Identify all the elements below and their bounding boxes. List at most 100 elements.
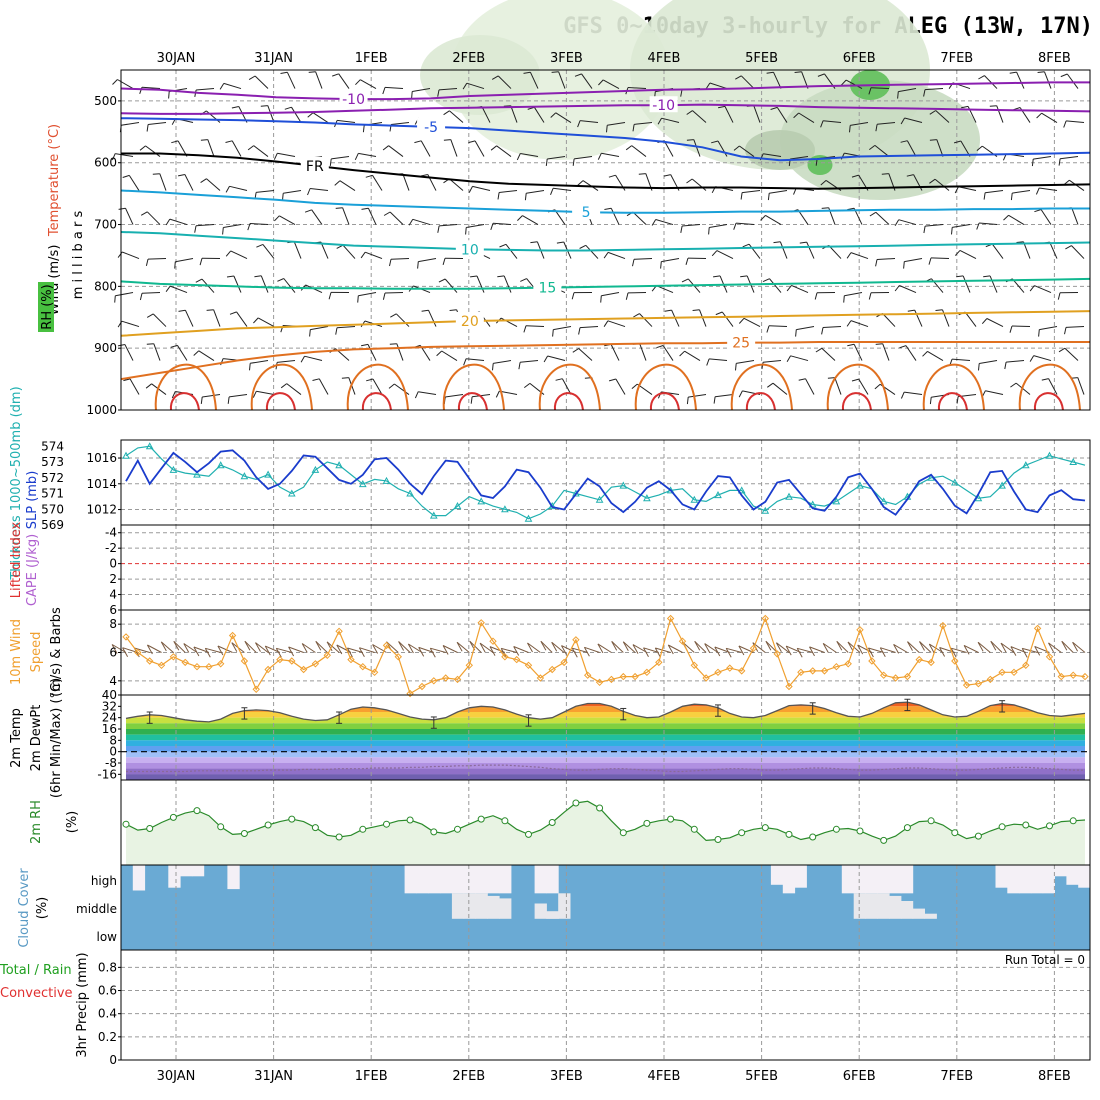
- wind10m-speed-point: [572, 636, 580, 644]
- wind-barb: [681, 278, 689, 283]
- temp2m-axis-label: 2m Temp: [9, 708, 24, 768]
- thickness-point: [216, 461, 225, 469]
- wind-barb: [740, 275, 748, 278]
- rh2m-point: [288, 815, 296, 823]
- high-cloud-clear: [1019, 865, 1032, 894]
- middle-cloud-cell: [475, 893, 488, 919]
- wind-barb: [633, 313, 640, 318]
- wind10m-barb-flag: [1034, 646, 1041, 656]
- wind-barb: [365, 174, 373, 178]
- rh2m-axis-label: 2m RH: [29, 800, 44, 844]
- wind-barb: [686, 397, 689, 405]
- wind-barb: [336, 326, 356, 329]
- wind-barb: [899, 285, 917, 294]
- rh2m-point: [690, 825, 698, 833]
- wind-barb: [382, 145, 389, 151]
- wind-barb: [388, 383, 395, 389]
- temperature-contour: [120, 310, 1091, 337]
- wind-barb: [1037, 71, 1045, 73]
- high-cloud-clear: [475, 865, 488, 894]
- wind-barb: [607, 251, 626, 260]
- wind-barb: [339, 180, 356, 191]
- wind10m-speed-point: [122, 633, 130, 641]
- wind10m-speed-point: [441, 674, 450, 682]
- cloud-axis-label: Cloud Cover: [17, 868, 32, 948]
- wind10m-speed-point: [536, 674, 545, 682]
- wind-barb: [1004, 362, 1007, 370]
- upper-air-rh-shading: [420, 0, 980, 200]
- y-tick-label: 0: [109, 1053, 117, 1067]
- wind-barb: [718, 105, 726, 109]
- rh2m-point: [856, 827, 864, 835]
- wind-barb: [550, 112, 557, 118]
- wind-barb: [503, 275, 512, 293]
- y-tick-label: 40: [102, 688, 117, 702]
- wind-barb: [850, 122, 869, 126]
- wind10m-barb: [597, 643, 612, 653]
- wind10m-barb-flag: [418, 647, 425, 657]
- middle-cloud-cell: [499, 898, 512, 919]
- high-cloud-clear: [853, 865, 866, 894]
- wind10m-speed-point: [1022, 661, 1030, 670]
- wind-barb: [256, 243, 264, 248]
- wind10m-barb-flag: [622, 641, 629, 651]
- wind10m-barb-flag: [561, 645, 567, 655]
- wind-barb: [705, 82, 711, 90]
- wind-barb: [558, 71, 566, 89]
- wind-barb: [956, 396, 959, 404]
- contour-label-bg: [572, 203, 601, 220]
- wind-barb: [227, 396, 230, 404]
- wind10m-barb-flag: [654, 647, 661, 658]
- wind10m-speed-point: [418, 682, 426, 691]
- wind-barb: [526, 190, 545, 194]
- date-label-top: 31JAN: [254, 51, 293, 66]
- wind10m-speed-point: [595, 678, 604, 687]
- wind-barb: [524, 193, 527, 201]
- wind10m-barb-flag: [255, 642, 261, 652]
- wind10m-speed-point: [737, 667, 746, 675]
- wind-barb: [175, 258, 194, 263]
- wind-barb: [146, 313, 154, 318]
- wind-barb: [898, 219, 917, 226]
- wind-barb: [547, 355, 566, 362]
- wind10m-barb: [694, 640, 707, 653]
- lifted-index-axis-label: Lifted Index: [9, 521, 24, 598]
- temperature-band: [126, 734, 1085, 741]
- thickness-point: [1069, 457, 1078, 465]
- wind10m-barb-flag: [193, 646, 200, 657]
- wind10m-speed-point: [773, 650, 781, 658]
- wind-barb: [437, 89, 440, 97]
- wind-barb: [979, 360, 998, 364]
- wind-barb: [767, 382, 774, 388]
- wind10m-barb: [173, 640, 186, 653]
- wind-barb: [365, 251, 383, 260]
- wind10m-speed-point: [844, 660, 852, 668]
- high-cloud-clear: [546, 865, 559, 894]
- contour-label-bg: [649, 96, 678, 113]
- wind-barb: [230, 250, 248, 259]
- wind-barb: [656, 285, 674, 294]
- wind10m-barb-flag: [442, 645, 449, 655]
- wind-barb: [223, 82, 242, 90]
- y-tick-label: 24: [102, 711, 117, 725]
- wind-barb: [951, 227, 953, 235]
- wind-barb: [786, 285, 792, 292]
- date-label-bottom: 1FEB: [355, 1069, 388, 1084]
- wind-barb: [437, 225, 440, 233]
- rh2m-point: [1069, 817, 1077, 825]
- wind10m-speed-axis-label: Speed: [29, 632, 44, 673]
- wind10m-speed-point: [749, 644, 758, 653]
- wind10m-speed-point: [228, 631, 237, 640]
- wind-barb: [906, 140, 917, 157]
- wind-barb: [490, 223, 494, 231]
- millibars-axis-label: m i l l i b a r s: [71, 211, 86, 300]
- wind-barb: [123, 378, 131, 382]
- date-label-bottom: 6FEB: [843, 1069, 876, 1084]
- wind10m-speed-point: [382, 641, 391, 650]
- wind-barb: [1071, 245, 1085, 259]
- wind10m-barb: [442, 645, 458, 653]
- wind-barb: [309, 329, 311, 337]
- wind-barb: [927, 350, 944, 361]
- wind10m-barb: [479, 642, 494, 653]
- wind-barb: [249, 223, 269, 226]
